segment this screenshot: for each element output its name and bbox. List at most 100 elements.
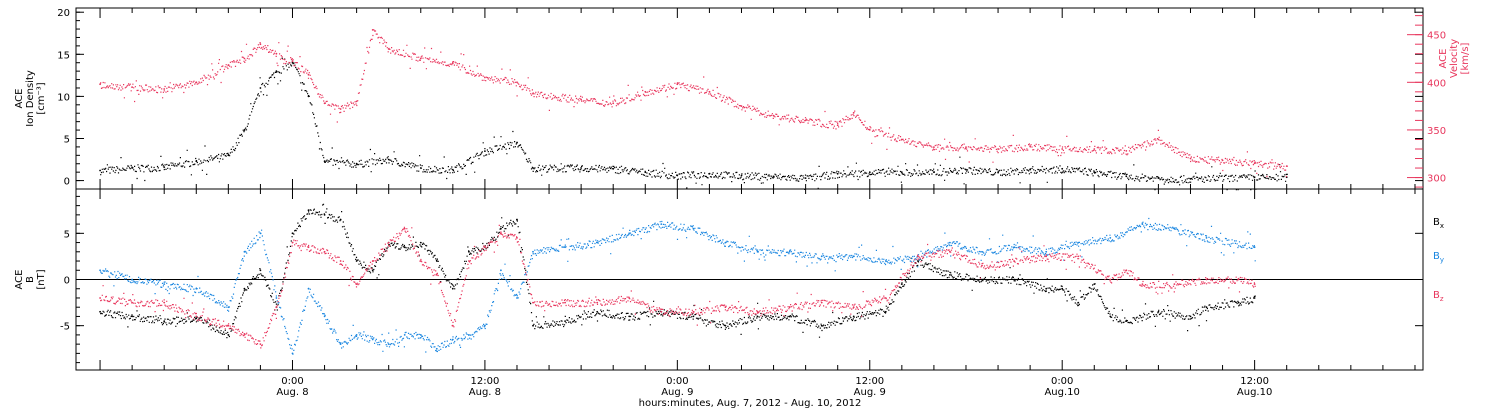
data-point bbox=[163, 88, 166, 90]
data-point bbox=[580, 167, 582, 169]
data-point bbox=[532, 167, 534, 169]
data-point bbox=[1045, 287, 1048, 290]
data-point bbox=[1125, 175, 1128, 178]
data-point bbox=[1141, 283, 1144, 285]
data-point bbox=[307, 73, 310, 76]
legend-Bz: Bz bbox=[1433, 290, 1444, 303]
data-point bbox=[131, 278, 134, 281]
data-point bbox=[227, 334, 230, 336]
right-axis-label: [km/s] bbox=[1460, 42, 1471, 74]
data-point bbox=[820, 301, 823, 304]
data-point bbox=[676, 174, 679, 177]
series-left bbox=[99, 57, 1288, 191]
data-point bbox=[484, 246, 486, 249]
data-point bbox=[131, 315, 134, 318]
data-point bbox=[259, 87, 262, 89]
data-point bbox=[484, 150, 486, 153]
data-point bbox=[227, 154, 230, 157]
series-Bx bbox=[99, 203, 1256, 339]
data-point bbox=[371, 269, 374, 272]
data-point bbox=[917, 260, 919, 262]
data-point bbox=[484, 76, 486, 79]
right-tick-label: 350 bbox=[1427, 126, 1446, 137]
data-point bbox=[949, 241, 951, 244]
data-point bbox=[965, 168, 967, 171]
data-point bbox=[163, 166, 166, 169]
left-tick-label: 20 bbox=[57, 8, 70, 19]
data-point bbox=[163, 301, 166, 304]
data-point bbox=[339, 218, 342, 221]
data-point bbox=[259, 269, 262, 272]
data-point bbox=[868, 129, 871, 131]
data-point bbox=[99, 310, 101, 313]
data-point bbox=[131, 86, 134, 88]
left-axis-label: B bbox=[25, 276, 36, 283]
data-point bbox=[259, 43, 262, 46]
data-point bbox=[451, 324, 454, 327]
data-point bbox=[451, 287, 454, 290]
data-point bbox=[243, 334, 246, 336]
series-dots-right bbox=[100, 29, 1288, 178]
data-point bbox=[307, 95, 310, 98]
data-point bbox=[291, 60, 294, 63]
data-point bbox=[724, 306, 727, 309]
data-point bbox=[275, 70, 278, 72]
data-point bbox=[419, 167, 422, 169]
data-point bbox=[1013, 260, 1015, 262]
data-point bbox=[1061, 287, 1064, 290]
data-point bbox=[852, 255, 855, 258]
data-point bbox=[852, 306, 855, 309]
data-point bbox=[852, 315, 855, 318]
data-point bbox=[339, 260, 342, 262]
data-point bbox=[1125, 320, 1128, 322]
data-point bbox=[532, 324, 534, 327]
data-point bbox=[933, 171, 935, 174]
left-tick-label: 5 bbox=[64, 229, 70, 240]
series-Bz bbox=[99, 224, 1256, 349]
data-point bbox=[1093, 148, 1096, 150]
data-point bbox=[355, 100, 358, 103]
data-point bbox=[1157, 310, 1160, 313]
data-point bbox=[1029, 145, 1031, 148]
data-point bbox=[1093, 171, 1096, 174]
data-point bbox=[1189, 315, 1192, 318]
legend-By: By bbox=[1433, 251, 1444, 264]
left-tick-label: 0 bbox=[64, 177, 70, 188]
data-point bbox=[949, 250, 951, 253]
data-point bbox=[1253, 246, 1256, 249]
data-point bbox=[868, 171, 871, 174]
data-point bbox=[884, 310, 887, 313]
x-tick-time: 0:00 bbox=[1051, 376, 1073, 387]
data-point bbox=[612, 102, 615, 105]
data-point bbox=[163, 283, 166, 285]
data-point bbox=[820, 255, 823, 258]
data-point bbox=[1125, 150, 1128, 152]
data-point bbox=[1205, 278, 1208, 281]
data-point bbox=[612, 167, 615, 170]
data-point bbox=[692, 315, 695, 318]
data-point bbox=[628, 232, 631, 235]
data-point bbox=[468, 250, 470, 253]
series-right bbox=[99, 29, 1288, 178]
data-point bbox=[1141, 223, 1144, 226]
data-point bbox=[708, 172, 711, 175]
data-point bbox=[981, 250, 983, 253]
data-point bbox=[1061, 167, 1064, 170]
data-point bbox=[1253, 162, 1256, 165]
data-point bbox=[788, 250, 791, 253]
data-point bbox=[740, 174, 743, 177]
data-point bbox=[676, 83, 679, 86]
data-point bbox=[1061, 148, 1064, 150]
data-point bbox=[163, 320, 166, 322]
x-tick-time: 12:00 bbox=[470, 376, 499, 387]
data-point bbox=[435, 260, 438, 262]
data-point bbox=[355, 283, 358, 285]
left-tick-label: 15 bbox=[57, 50, 70, 61]
x-tick-date: Aug.10 bbox=[1044, 387, 1079, 398]
data-point bbox=[1253, 297, 1256, 299]
right-axis-label: ACE bbox=[1438, 49, 1449, 69]
data-point bbox=[371, 338, 374, 341]
x-tick-time: 12:00 bbox=[855, 376, 884, 387]
